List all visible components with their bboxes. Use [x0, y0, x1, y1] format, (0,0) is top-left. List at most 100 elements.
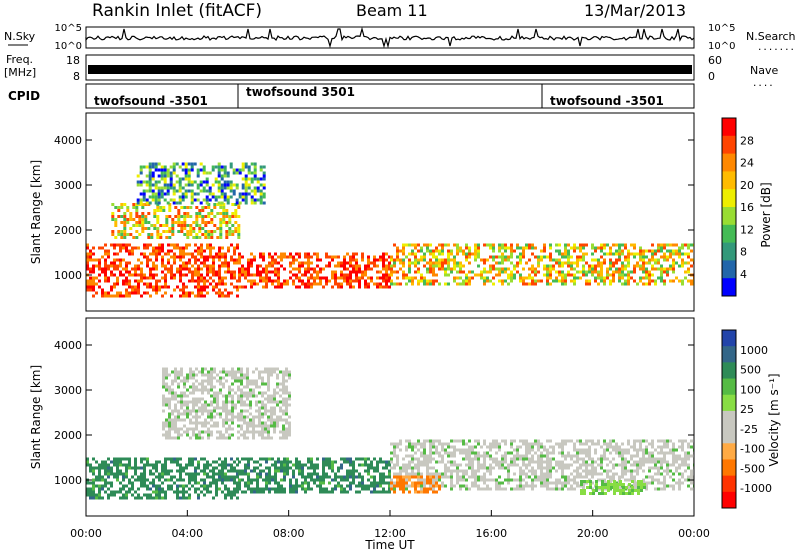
echo-cell — [181, 162, 185, 166]
echo-cell — [104, 460, 107, 464]
echo-cell — [207, 233, 211, 236]
echo-cell — [148, 162, 152, 166]
echo-cell — [585, 439, 588, 443]
echo-cell — [561, 282, 564, 286]
echo-cell — [267, 370, 270, 374]
echo-cell — [361, 487, 364, 491]
echo-cell — [549, 270, 552, 274]
echo-cell — [212, 246, 215, 250]
echo-cell — [567, 487, 570, 491]
echo-cell — [435, 255, 438, 259]
echo-cell — [399, 469, 402, 473]
echo-cell — [483, 451, 486, 455]
echo-cell — [621, 282, 624, 286]
echo-cell — [218, 463, 221, 467]
echo-cell — [143, 463, 146, 467]
echo-cell — [240, 412, 243, 416]
echo-cell — [414, 270, 417, 274]
echo-cell — [522, 442, 525, 446]
echo-cell — [153, 227, 157, 230]
echo-cell — [624, 267, 627, 271]
colorbar-swatch — [722, 278, 736, 297]
echo-cell — [235, 183, 239, 187]
echo-cell — [546, 463, 549, 467]
echo-cell — [261, 415, 264, 419]
echo-cell — [367, 487, 370, 491]
echo-cell — [594, 249, 597, 253]
echo-cell — [672, 270, 675, 274]
echo-cell — [288, 394, 291, 398]
echo-cell — [379, 478, 382, 482]
echo-cell — [285, 388, 288, 392]
echo-cell — [367, 258, 370, 262]
echo-cell — [417, 439, 420, 443]
echo-cell — [182, 291, 185, 295]
echo-cell — [600, 261, 603, 265]
echo-cell — [687, 246, 690, 250]
echo-cell — [555, 276, 558, 280]
echo-cell — [126, 233, 130, 236]
echo-cell — [340, 276, 343, 280]
echo-cell — [247, 258, 250, 262]
echo-cell — [621, 463, 624, 467]
echo-cell — [86, 457, 89, 461]
echo-cell — [621, 261, 624, 265]
echo-cell — [489, 478, 492, 482]
echo-cell — [501, 481, 504, 485]
echo-cell — [212, 472, 215, 476]
echo-cell — [207, 236, 211, 239]
echo-cell — [174, 367, 177, 371]
echo-cell — [423, 454, 426, 458]
echo-cell — [393, 472, 396, 476]
echo-cell — [141, 230, 145, 233]
echo-cell — [468, 448, 471, 452]
echo-cell — [645, 481, 648, 485]
echo-cell — [161, 469, 164, 473]
echo-cell — [534, 460, 537, 464]
echo-cell — [624, 258, 627, 262]
echo-cell — [211, 165, 215, 169]
echo-cell — [253, 171, 257, 175]
echo-cell — [465, 243, 468, 247]
echo-cell — [186, 394, 189, 398]
echo-cell — [417, 478, 420, 482]
echo-cell — [288, 373, 291, 377]
echo-cell — [158, 496, 161, 500]
echo-cell — [274, 285, 277, 289]
echo-cell — [501, 255, 504, 259]
echo-cell — [189, 427, 192, 431]
echo-cell — [417, 270, 420, 274]
echo-cell — [376, 484, 379, 488]
echo-cell — [678, 279, 681, 283]
echo-cell — [169, 177, 173, 181]
echo-cell — [573, 261, 576, 265]
echo-cell — [444, 282, 447, 286]
echo-cell — [657, 451, 660, 455]
echo-cell — [613, 486, 616, 489]
echo-cell — [675, 454, 678, 458]
echo-cell — [122, 493, 125, 497]
echo-cell — [119, 463, 122, 467]
echo-cell — [337, 475, 340, 479]
echo-cell — [432, 282, 435, 286]
echo-cell — [113, 490, 116, 494]
echo-cell — [582, 463, 585, 467]
echo-cell — [390, 442, 393, 446]
echo-cell — [648, 460, 651, 464]
echo-cell — [630, 270, 633, 274]
echo-cell — [183, 400, 186, 404]
echo-cell — [672, 442, 675, 446]
echo-cell — [558, 270, 561, 274]
echo-cell — [531, 246, 534, 250]
echo-cell — [194, 255, 197, 259]
echo-cell — [666, 469, 669, 473]
echo-cell — [86, 282, 89, 286]
echo-cell — [192, 370, 195, 374]
echo-cell — [222, 215, 226, 218]
echo-cell — [253, 192, 257, 196]
echo-cell — [408, 460, 411, 464]
echo-cell — [537, 454, 540, 458]
echo-cell — [218, 294, 221, 298]
echo-cell — [198, 215, 202, 218]
echo-cell — [519, 475, 522, 479]
